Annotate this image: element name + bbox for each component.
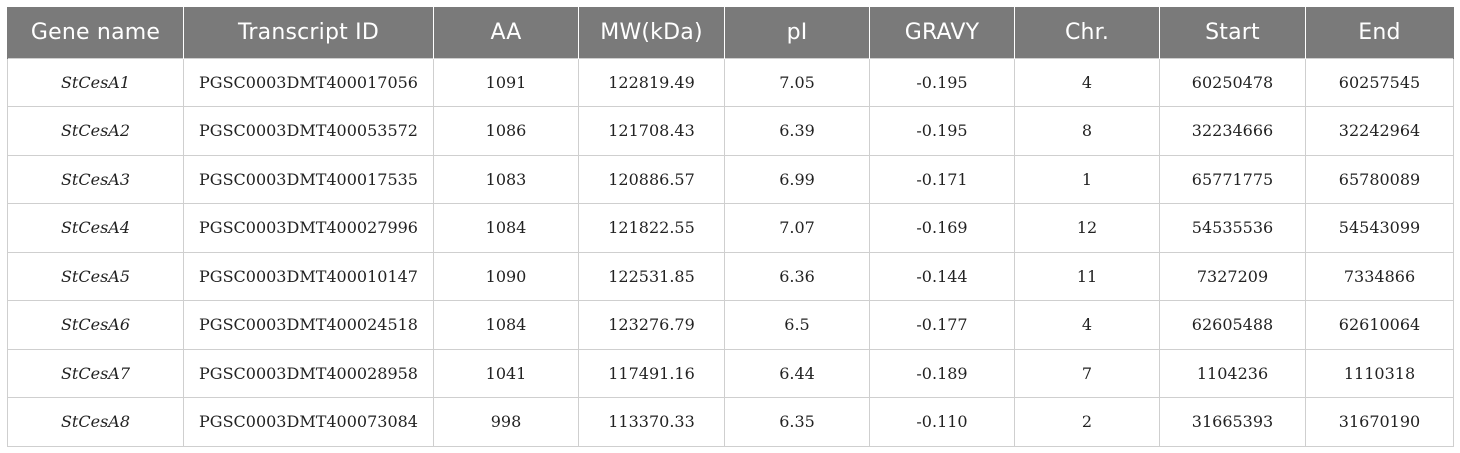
aa-cell: 1041 [433, 348, 579, 398]
chr-cell: 12 [1014, 203, 1160, 253]
table-header: Gene name Transcript ID AA MW(kDa) pI GR… [7, 7, 1454, 58]
mw-cell: 121708.43 [578, 106, 725, 156]
end-cell: 1110318 [1305, 348, 1454, 398]
aa-cell: 998 [433, 397, 579, 447]
mw-cell: 122531.85 [578, 251, 725, 301]
aa-cell: 1090 [433, 251, 579, 301]
end-cell: 7334866 [1305, 251, 1454, 301]
gene-name-cell: StCesA5 [7, 251, 184, 301]
end-cell: 31670190 [1305, 397, 1454, 447]
table-row: StCesA1 PGSC0003DMT400017056 1091 122819.49… [7, 57, 1454, 107]
chr-cell: 4 [1014, 57, 1160, 107]
chr-cell: 7 [1014, 348, 1160, 398]
transcript-id-cell: PGSC0003DMT400073084 [183, 397, 434, 447]
gravy-cell: -0.195 [869, 57, 1015, 107]
pi-cell: 6.5 [724, 300, 870, 350]
start-cell: 54535536 [1159, 203, 1306, 253]
end-cell: 62610064 [1305, 300, 1454, 350]
header-chr: Chr. [1014, 7, 1160, 58]
gravy-cell: -0.169 [869, 203, 1015, 253]
start-cell: 60250478 [1159, 57, 1306, 107]
gravy-cell: -0.195 [869, 106, 1015, 156]
table-row: StCesA5 PGSC0003DMT400010147 1090 122531.85… [7, 251, 1454, 301]
pi-cell: 6.36 [724, 251, 870, 301]
gravy-cell: -0.177 [869, 300, 1015, 350]
table-row: StCesA2 PGSC0003DMT400053572 1086 121708.43… [7, 106, 1454, 156]
end-cell: 65780089 [1305, 154, 1454, 204]
aa-cell: 1084 [433, 300, 579, 350]
chr-cell: 2 [1014, 397, 1160, 447]
header-aa: AA [433, 7, 579, 58]
table-row: StCesA4 PGSC0003DMT400027996 1084 121822.55… [7, 203, 1454, 253]
mw-cell: 117491.16 [578, 348, 725, 398]
chr-cell: 4 [1014, 300, 1160, 350]
gene-table-container: Gene name Transcript ID AA MW(kDa) pI GR… [7, 7, 1454, 447]
gene-name-cell: StCesA2 [7, 106, 184, 156]
header-gene-name: Gene name [7, 7, 184, 58]
table-row: StCesA3 PGSC0003DMT400017535 1083 120886.57… [7, 154, 1454, 204]
chr-cell: 11 [1014, 251, 1160, 301]
table-row: StCesA7 PGSC0003DMT400028958 1041 117491.16… [7, 348, 1454, 398]
pi-cell: 6.35 [724, 397, 870, 447]
transcript-id-cell: PGSC0003DMT400024518 [183, 300, 434, 350]
table-body: StCesA1 PGSC0003DMT400017056 1091 122819.49… [7, 57, 1454, 447]
pi-cell: 6.99 [724, 154, 870, 204]
header-gravy: GRAVY [869, 7, 1015, 58]
chr-cell: 1 [1014, 154, 1160, 204]
gene-name-cell: StCesA7 [7, 348, 184, 398]
transcript-id-cell: PGSC0003DMT400010147 [183, 251, 434, 301]
pi-cell: 6.39 [724, 106, 870, 156]
header-start: Start [1159, 7, 1306, 58]
gravy-cell: -0.171 [869, 154, 1015, 204]
gravy-cell: -0.144 [869, 251, 1015, 301]
start-cell: 32234666 [1159, 106, 1306, 156]
aa-cell: 1084 [433, 203, 579, 253]
start-cell: 65771775 [1159, 154, 1306, 204]
end-cell: 60257545 [1305, 57, 1454, 107]
end-cell: 32242964 [1305, 106, 1454, 156]
pi-cell: 7.07 [724, 203, 870, 253]
gene-name-cell: StCesA4 [7, 203, 184, 253]
aa-cell: 1091 [433, 57, 579, 107]
header-transcript-id: Transcript ID [183, 7, 434, 58]
pi-cell: 6.44 [724, 348, 870, 398]
end-cell: 54543099 [1305, 203, 1454, 253]
start-cell: 1104236 [1159, 348, 1306, 398]
transcript-id-cell: PGSC0003DMT400017056 [183, 57, 434, 107]
mw-cell: 120886.57 [578, 154, 725, 204]
header-mw: MW(kDa) [578, 7, 725, 58]
gene-properties-table: Gene name Transcript ID AA MW(kDa) pI GR… [7, 7, 1454, 447]
header-pi: pI [724, 7, 870, 58]
gene-name-cell: StCesA6 [7, 300, 184, 350]
chr-cell: 8 [1014, 106, 1160, 156]
gene-name-cell: StCesA3 [7, 154, 184, 204]
transcript-id-cell: PGSC0003DMT400017535 [183, 154, 434, 204]
table-row: StCesA8 PGSC0003DMT400073084 998 113370.33 6… [7, 397, 1454, 447]
gene-name-cell: StCesA8 [7, 397, 184, 447]
mw-cell: 113370.33 [578, 397, 725, 447]
gravy-cell: -0.189 [869, 348, 1015, 398]
mw-cell: 122819.49 [578, 57, 725, 107]
header-row: Gene name Transcript ID AA MW(kDa) pI GR… [7, 7, 1454, 58]
mw-cell: 123276.79 [578, 300, 725, 350]
start-cell: 7327209 [1159, 251, 1306, 301]
transcript-id-cell: PGSC0003DMT400028958 [183, 348, 434, 398]
start-cell: 31665393 [1159, 397, 1306, 447]
transcript-id-cell: PGSC0003DMT400027996 [183, 203, 434, 253]
table-row: StCesA6 PGSC0003DMT400024518 1084 123276.79… [7, 300, 1454, 350]
gene-name-cell: StCesA1 [7, 57, 184, 107]
header-end: End [1305, 7, 1454, 58]
gravy-cell: -0.110 [869, 397, 1015, 447]
transcript-id-cell: PGSC0003DMT400053572 [183, 106, 434, 156]
pi-cell: 7.05 [724, 57, 870, 107]
aa-cell: 1083 [433, 154, 579, 204]
start-cell: 62605488 [1159, 300, 1306, 350]
mw-cell: 121822.55 [578, 203, 725, 253]
aa-cell: 1086 [433, 106, 579, 156]
